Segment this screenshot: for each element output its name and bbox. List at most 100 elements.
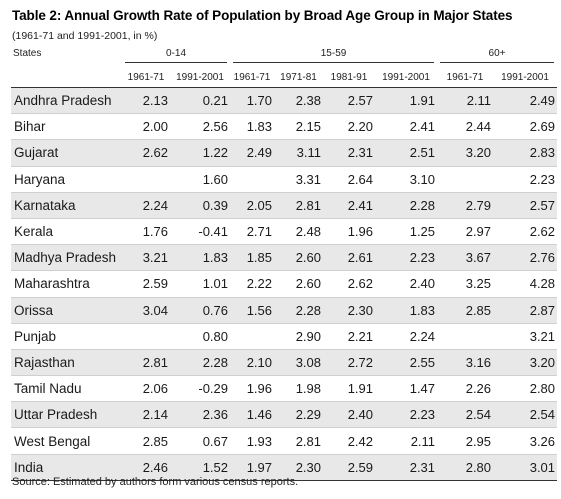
value-cell: 2.59 xyxy=(323,454,376,481)
value-cell: 2.21 xyxy=(323,323,376,350)
value-cell: 4.28 xyxy=(493,270,558,298)
table-row: Tamil Nadu 2.06 -0.29 1.96 1.98 1.91 1.47 2.26 2… xyxy=(11,375,558,403)
value-cell: 3.31 xyxy=(274,166,324,193)
value-cell: 2.36 xyxy=(170,401,231,429)
table-row: Andhra Pradesh 2.13 0.21 1.70 2.38 2.57 1.91 2.… xyxy=(11,87,558,115)
table-row: Haryana 1.60 3.31 2.64 3.10 2.23 xyxy=(11,166,558,193)
state-name-cell: West Bengal xyxy=(11,427,122,455)
state-name-cell: Uttar Pradesh xyxy=(11,401,122,429)
value-cell: -0.29 xyxy=(170,375,231,403)
value-cell: 2.76 xyxy=(493,244,558,272)
value-cell: 1.97 xyxy=(230,454,275,481)
value-cell: 1.46 xyxy=(230,401,275,429)
column-header: 1961-71 xyxy=(437,67,494,88)
value-cell: 2.24 xyxy=(375,323,438,350)
table-title: Table 2: Annual Growth Rate of Populatio… xyxy=(12,8,513,23)
value-cell: 2.23 xyxy=(375,401,438,429)
value-cell: 1.22 xyxy=(170,139,231,167)
table-row: West Bengal 2.85 0.67 1.93 2.81 2.42 2.11 2.95 3… xyxy=(11,427,558,455)
value-cell: 3.21 xyxy=(122,244,170,272)
state-name-cell: Andhra Pradesh xyxy=(11,87,122,115)
value-cell: 2.10 xyxy=(230,349,275,377)
column-header: 1991-2001 xyxy=(170,67,231,88)
value-cell: 2.69 xyxy=(493,113,558,141)
value-cell: 2.61 xyxy=(323,244,376,272)
state-name-cell: Tamil Nadu xyxy=(11,375,122,403)
column-header: 1961-71 xyxy=(230,67,275,88)
value-cell: 1.98 xyxy=(274,375,324,403)
value-cell: 2.59 xyxy=(122,270,170,298)
value-cell: 2.13 xyxy=(122,87,170,115)
column-header: 1981-91 xyxy=(323,67,376,88)
value-cell: 2.00 xyxy=(122,113,170,141)
value-cell: 2.49 xyxy=(493,87,558,115)
value-cell: 2.46 xyxy=(122,454,170,481)
value-cell: 1.96 xyxy=(323,218,376,246)
value-cell: 2.44 xyxy=(437,113,494,141)
value-cell: 1.96 xyxy=(230,375,275,403)
column-header-blank xyxy=(11,67,122,88)
table-row: Madhya Pradesh 3.21 1.83 1.85 2.60 2.61 2.23 3.… xyxy=(11,244,558,272)
table-body: Andhra Pradesh 2.13 0.21 1.70 2.38 2.57 1.91 2.… xyxy=(11,87,558,481)
value-cell: 1.91 xyxy=(375,87,438,115)
value-cell: 2.20 xyxy=(323,113,376,141)
value-cell: 2.05 xyxy=(230,192,275,219)
value-cell: 2.29 xyxy=(274,401,324,429)
value-cell: 2.81 xyxy=(122,349,170,377)
state-name-cell: Punjab xyxy=(11,323,122,350)
value-cell: 2.64 xyxy=(323,166,376,193)
value-cell: 3.20 xyxy=(437,139,494,167)
value-cell xyxy=(122,323,170,350)
value-cell: 1.47 xyxy=(375,375,438,403)
value-cell: 1.83 xyxy=(375,297,438,324)
value-cell: 2.28 xyxy=(375,192,438,219)
value-cell: 0.76 xyxy=(170,297,231,324)
value-cell: 2.62 xyxy=(122,139,170,167)
value-cell: 2.06 xyxy=(122,375,170,403)
state-name-cell: Maharashtra xyxy=(11,270,122,298)
value-cell: 2.71 xyxy=(230,218,275,246)
value-cell: 3.20 xyxy=(493,349,558,377)
value-cell: 1.56 xyxy=(230,297,275,324)
value-cell xyxy=(437,323,494,350)
value-cell: 1.70 xyxy=(230,87,275,115)
state-name-cell: Gujarat xyxy=(11,139,122,167)
value-cell: 2.62 xyxy=(323,270,376,298)
value-cell: 2.54 xyxy=(493,401,558,429)
value-cell: 2.81 xyxy=(274,192,324,219)
value-cell: 2.79 xyxy=(437,192,494,219)
value-cell: 2.62 xyxy=(493,218,558,246)
value-cell: 2.23 xyxy=(375,244,438,272)
value-cell: 2.28 xyxy=(274,297,324,324)
table-row: Maharashtra 2.59 1.01 2.22 2.60 2.62 2.40 3.25 4… xyxy=(11,270,558,298)
value-cell: 3.08 xyxy=(274,349,324,377)
table-row: Rajasthan 2.81 2.28 2.10 3.08 2.72 2.55 3.16 3.2… xyxy=(11,349,558,377)
value-cell: 2.60 xyxy=(274,244,324,272)
group-header-60-plus: 60+ xyxy=(437,48,557,67)
value-cell: 2.41 xyxy=(323,192,376,219)
group-header-15-59: 15-59 xyxy=(230,48,437,67)
value-cell xyxy=(122,166,170,193)
value-cell: 2.40 xyxy=(375,270,438,298)
table-row: Gujarat 2.62 1.22 2.49 3.11 2.31 2.51 3.20 2.83 xyxy=(11,139,558,167)
value-cell: 2.51 xyxy=(375,139,438,167)
value-cell: 2.48 xyxy=(274,218,324,246)
value-cell: 0.21 xyxy=(170,87,231,115)
table-row: Kerala 1.76 -0.41 2.71 2.48 1.96 1.25 2.97 2.62 xyxy=(11,218,558,246)
state-name-cell: Rajasthan xyxy=(11,349,122,377)
value-cell: 2.87 xyxy=(493,297,558,324)
value-cell: 2.81 xyxy=(274,427,324,455)
value-cell: -0.41 xyxy=(170,218,231,246)
table-row: India 2.46 1.52 1.97 2.30 2.59 2.31 2.80 3.01 xyxy=(11,454,558,481)
value-cell: 0.39 xyxy=(170,192,231,219)
table-subtitle: (1961-71 and 1991-2001, in %) xyxy=(12,30,158,42)
value-cell: 2.22 xyxy=(230,270,275,298)
growth-rate-table: States 0-14 15-59 60+ 1961-71 1991-2001 … xyxy=(11,48,558,481)
value-cell: 2.11 xyxy=(437,87,494,115)
table-row: Bihar 2.00 2.56 1.83 2.15 2.20 2.41 2.44 2.69 xyxy=(11,113,558,141)
value-cell: 2.95 xyxy=(437,427,494,455)
column-header: 1971-81 xyxy=(274,67,324,88)
value-cell: 1.60 xyxy=(170,166,231,193)
value-cell: 1.76 xyxy=(122,218,170,246)
value-cell: 2.28 xyxy=(170,349,231,377)
